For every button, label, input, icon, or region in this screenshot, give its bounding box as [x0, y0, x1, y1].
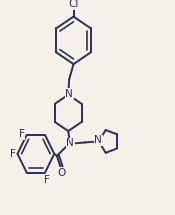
- Text: F: F: [10, 149, 16, 159]
- Text: F: F: [44, 175, 49, 186]
- Text: N: N: [66, 138, 74, 149]
- Text: N: N: [94, 135, 102, 145]
- Text: N: N: [65, 89, 73, 99]
- Text: O: O: [57, 168, 66, 178]
- Text: F: F: [19, 129, 25, 139]
- Text: Cl: Cl: [68, 0, 79, 9]
